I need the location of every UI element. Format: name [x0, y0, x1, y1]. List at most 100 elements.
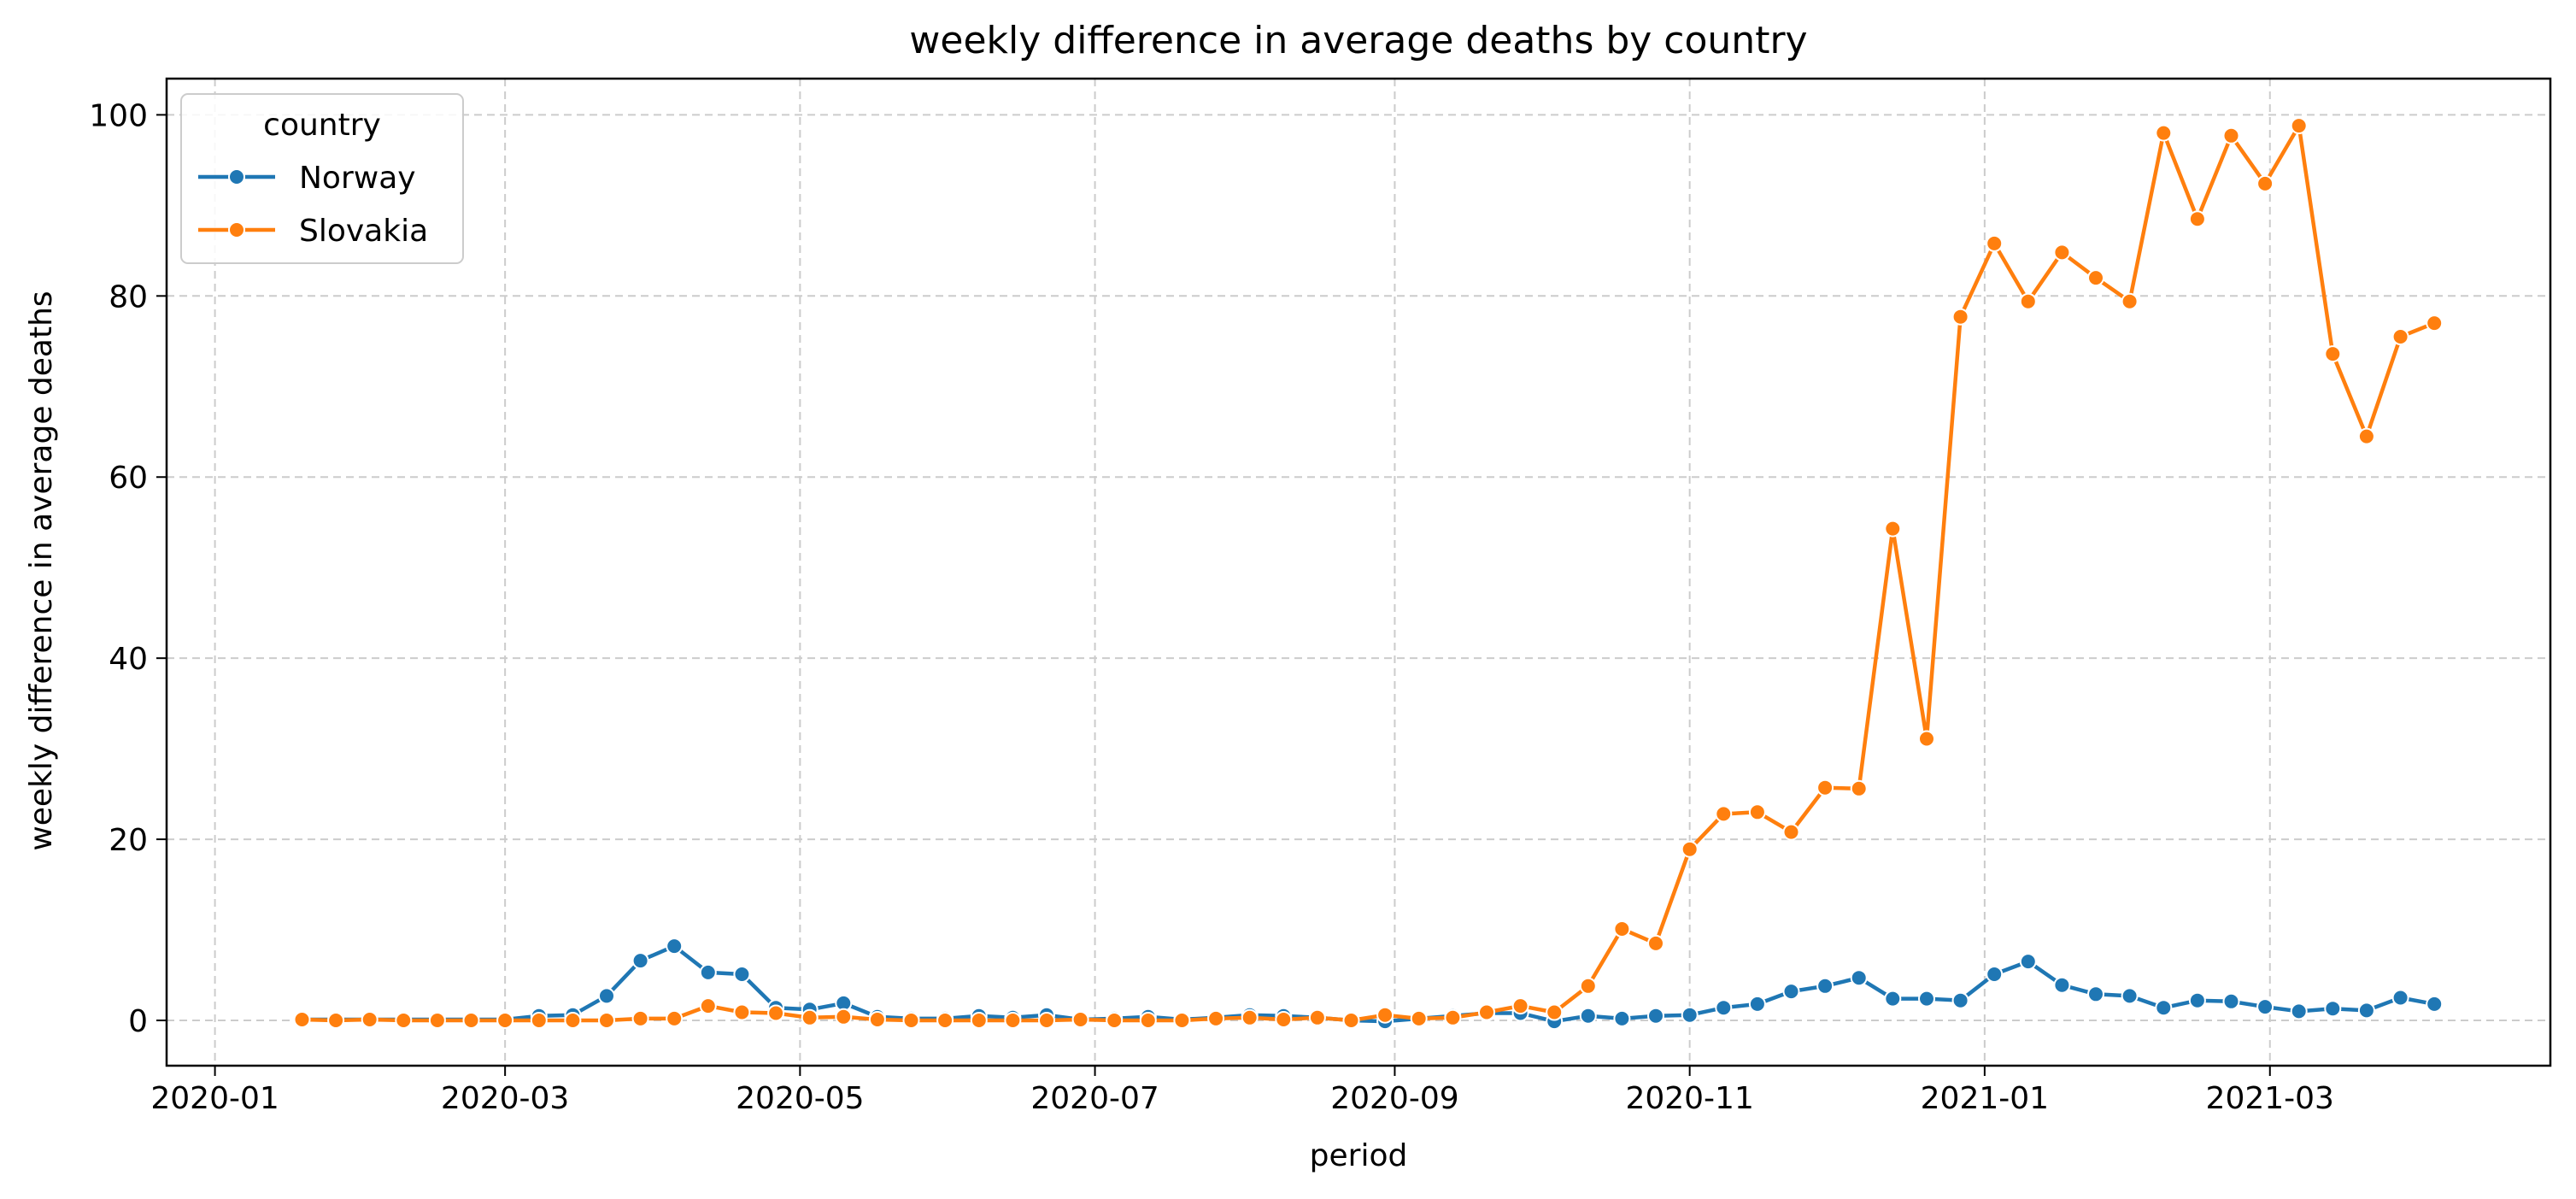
data-point-slovakia	[1478, 1003, 1495, 1021]
data-point-slovakia	[2357, 427, 2375, 445]
data-point-slovakia	[1579, 977, 1597, 995]
legend-marker-slovakia	[228, 221, 245, 238]
data-point-norway	[2290, 1002, 2308, 1020]
x-tick-label: 2021-01	[1921, 1081, 2049, 1116]
data-point-slovakia	[936, 1012, 954, 1029]
data-point-slovakia	[1376, 1006, 1394, 1024]
data-point-slovakia	[2087, 269, 2104, 287]
data-point-norway	[733, 966, 751, 983]
data-point-slovakia	[1071, 1011, 1089, 1028]
data-point-norway	[2391, 989, 2409, 1007]
x-tick-label: 2020-07	[1030, 1081, 1159, 1116]
data-point-slovakia	[327, 1012, 345, 1029]
data-point-norway	[1782, 983, 1800, 1001]
data-point-slovakia	[2019, 292, 2037, 310]
y-tick-label: 80	[109, 279, 148, 314]
legend-box	[180, 93, 464, 264]
data-point-norway	[2256, 998, 2274, 1016]
data-point-slovakia	[1647, 934, 1664, 952]
data-point-slovakia	[2426, 314, 2444, 332]
data-point-slovakia	[902, 1012, 920, 1029]
data-point-slovakia	[699, 997, 717, 1015]
data-point-slovakia	[428, 1012, 446, 1029]
data-point-norway	[1850, 969, 1868, 987]
data-point-slovakia	[462, 1012, 480, 1029]
data-point-slovakia	[598, 1012, 615, 1029]
data-point-slovakia	[801, 1008, 819, 1026]
data-point-slovakia	[1004, 1012, 1022, 1029]
data-point-slovakia	[1173, 1012, 1191, 1029]
y-tick-label: 100	[89, 98, 148, 133]
data-point-slovakia	[1241, 1008, 1259, 1026]
grid	[167, 79, 2550, 1066]
y-tick-label: 20	[109, 823, 148, 858]
data-point-norway	[1918, 990, 1935, 1008]
x-tick-label: 2020-11	[1625, 1081, 1753, 1116]
x-tick-label: 2020-03	[441, 1081, 569, 1116]
data-point-slovakia	[1986, 234, 2004, 252]
data-point-slovakia	[1782, 823, 1800, 841]
data-point-norway	[2222, 992, 2240, 1010]
data-point-norway	[1681, 1006, 1699, 1024]
data-point-norway	[2019, 953, 2037, 971]
x-axis-label: period	[1310, 1138, 1408, 1173]
series-line-slovakia	[302, 123, 2436, 1023]
x-tick-label: 2021-03	[2206, 1081, 2334, 1116]
x-tick-label: 2020-09	[1330, 1081, 1458, 1116]
data-point-slovakia	[2391, 328, 2409, 345]
data-point-slovakia	[733, 1003, 751, 1021]
data-point-slovakia	[1308, 1008, 1326, 1026]
data-point-norway	[2324, 1000, 2342, 1018]
data-point-slovakia	[2121, 292, 2139, 310]
legend-marker-norway	[228, 168, 245, 185]
data-point-slovakia	[1511, 997, 1529, 1015]
data-point-slovakia	[1410, 1009, 1428, 1027]
data-point-norway	[1884, 990, 1902, 1008]
data-point-norway	[1816, 977, 1834, 995]
x-tick-label: 2020-01	[150, 1081, 279, 1116]
data-point-slovakia	[2188, 210, 2206, 228]
x-tick-label: 2020-05	[736, 1081, 864, 1116]
data-point-norway	[2188, 991, 2206, 1009]
data-point-norway	[2121, 987, 2139, 1005]
data-point-slovakia	[1884, 520, 1902, 538]
data-point-slovakia	[1681, 840, 1699, 858]
plot-frame	[165, 77, 2552, 1067]
data-point-slovakia	[1106, 1012, 1124, 1029]
data-point-slovakia	[1207, 1009, 1225, 1027]
legend-title: country	[263, 108, 381, 143]
legend: country Norway Slovakia	[180, 93, 464, 264]
data-point-slovakia	[361, 1011, 378, 1028]
y-axis-label: weekly difference in average deaths	[24, 291, 59, 850]
data-point-norway	[1579, 1007, 1597, 1025]
data-point-norway	[699, 963, 717, 981]
data-point-slovakia	[1748, 803, 1766, 821]
data-point-slovakia	[1951, 308, 1969, 326]
series-line-norway	[302, 943, 2435, 1024]
data-point-slovakia	[530, 1012, 548, 1029]
data-point-slovakia	[564, 1012, 582, 1029]
data-point-norway	[2357, 1002, 2375, 1020]
data-point-slovakia	[970, 1012, 988, 1029]
data-point-norway	[1986, 966, 2004, 983]
data-point-norway	[1748, 995, 1766, 1013]
legend-label-slovakia: Slovakia	[299, 214, 428, 249]
y-tick-label: 60	[109, 461, 148, 496]
data-point-slovakia	[1038, 1012, 1055, 1029]
data-point-norway	[631, 952, 649, 970]
data-point-norway	[2155, 999, 2173, 1017]
data-point-slovakia	[1444, 1008, 1462, 1026]
data-point-norway	[2053, 976, 2071, 994]
data-point-slovakia	[631, 1009, 649, 1027]
data-point-slovakia	[293, 1011, 311, 1028]
data-point-slovakia	[1342, 1012, 1360, 1029]
data-point-slovakia	[1918, 730, 1935, 748]
data-point-slovakia	[1850, 779, 1868, 797]
legend-label-norway: Norway	[299, 161, 416, 196]
data-point-slovakia	[2324, 345, 2342, 363]
y-tick-label: 40	[109, 642, 148, 677]
data-point-norway	[1715, 999, 1733, 1017]
data-point-slovakia	[2053, 244, 2071, 262]
data-point-slovakia	[835, 1008, 853, 1026]
